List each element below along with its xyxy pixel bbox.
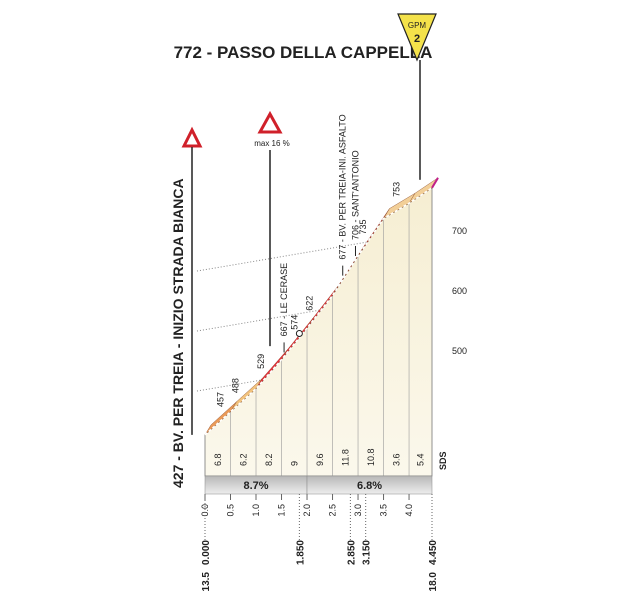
x-tick-label: 1.5 (277, 504, 287, 517)
badge-category: 2 (414, 33, 420, 45)
km-marker-label: 1.850 (295, 540, 306, 565)
altitude-label: 529 (256, 354, 266, 369)
x-tick-label: 0.5 (226, 504, 236, 517)
altitude-label: 753 (391, 182, 401, 197)
km-marker-label: 4.450 (428, 540, 439, 565)
altitude-label: 622 (305, 296, 315, 311)
summit-edge (431, 177, 439, 189)
y-tick-label: 600 (452, 286, 467, 296)
altitude-label: 457 (215, 392, 225, 407)
altitude-label: 488 (231, 378, 241, 393)
altitude-label: 574 (289, 315, 299, 330)
profile-line (204, 187, 433, 436)
gpm-badge (397, 13, 437, 62)
chart-title: 772 - PASSO DELLA CAPPELLA (174, 43, 433, 62)
average-bar (306, 475, 433, 495)
x-tick-label: 2.5 (328, 504, 338, 517)
gradient-label: 6.2 (238, 453, 248, 466)
x-tick-label: 1.0 (251, 504, 261, 517)
average-label: 6.8% (357, 480, 382, 492)
gradient-label: 9.6 (315, 453, 325, 466)
gradient-label: 11.8 (340, 449, 350, 466)
x-tick-label: 3.0 (353, 504, 363, 517)
x-tick-label: 3.5 (379, 504, 389, 517)
logo: SDS (438, 451, 448, 470)
start-sign (181, 126, 203, 148)
gradient-label: 3.6 (391, 453, 401, 466)
gradient-label: 5.4 (416, 453, 426, 466)
gradient-label: 6.8 (213, 453, 223, 466)
altitude-label: 735 (358, 220, 368, 235)
start-label: 427 - BV. PER TREIA - INIZIO STRADA BIAN… (170, 178, 186, 488)
waypoint-label: 677 - BV. PER TREIA-INI. ASFALTO (338, 114, 348, 259)
profile-area (204, 187, 433, 477)
max-slope: max 16 % (254, 139, 290, 148)
gradient-label: 10.8 (366, 448, 376, 466)
slope-sign (257, 110, 283, 134)
average-label: 8.7% (243, 480, 268, 492)
y-tick-label: 500 (452, 346, 467, 356)
waypoint-label: 667 - LE CERASE (279, 263, 289, 337)
x-tick-label: 4.0 (404, 504, 414, 517)
x-tick-label: 2.0 (302, 504, 312, 517)
gradient-label: 9 (289, 461, 299, 466)
km-marker-label: 2.850 (346, 540, 357, 565)
km-marker-label: 3.150 (362, 540, 373, 565)
x-tick-label: 0.0 (200, 504, 210, 517)
gradient-label: 8.2 (264, 453, 274, 466)
waypoint-label: 706 - SANT'ANTONIO (350, 150, 360, 240)
km-marker-label: 0.000 (201, 540, 212, 565)
km-label: km 113.5 (201, 572, 212, 591)
km-label: km 118.0 (428, 572, 439, 591)
y-tick-label: 700 (452, 226, 467, 236)
slope-point (295, 330, 303, 337)
badge-label: GPM (408, 21, 427, 30)
